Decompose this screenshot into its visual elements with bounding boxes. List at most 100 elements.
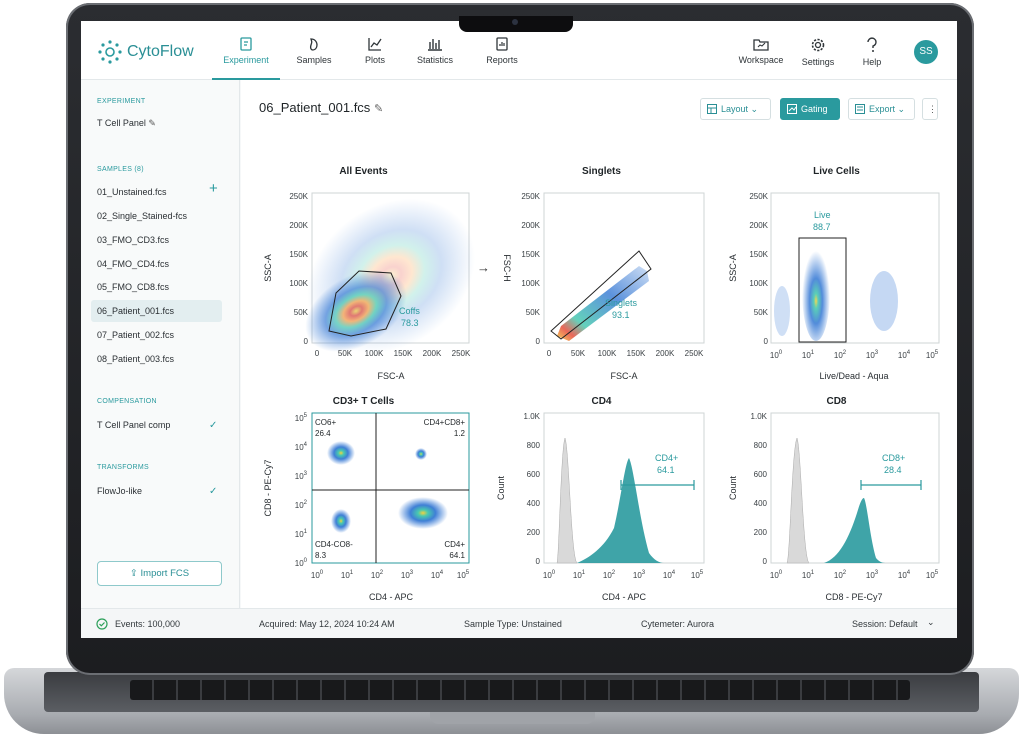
x-tick: 105 xyxy=(457,570,470,580)
more-options-button[interactable]: ⋮ xyxy=(922,98,938,120)
experiment-name-label: T Cell Panel xyxy=(97,118,146,128)
x-tick-exp: 5 xyxy=(935,570,939,576)
y-axis-label: Count xyxy=(728,476,738,501)
y-tick: 0 xyxy=(764,337,769,346)
quadrant-label-ur: CD4+CD8+ xyxy=(424,418,466,427)
x-axis-label: CD4 - APC xyxy=(602,592,647,602)
plot-cd8-histogram[interactable]: CD8 CD8+ 28.4 1.0K 800 600 400 200 0 xyxy=(724,396,949,606)
x-tick: 101 xyxy=(802,350,815,360)
transforms-heading: TRANSFORMS xyxy=(97,464,149,471)
x-tick: 104 xyxy=(431,570,444,580)
y-tick-exp: 5 xyxy=(304,413,308,419)
sample-item[interactable]: 07_Patient_002.fcs xyxy=(97,330,175,340)
plot-all-events[interactable]: All Events Coffs 78.3 250K 200K 150K 100… xyxy=(251,166,476,386)
sample-item[interactable]: 01_Unstained.fcs xyxy=(97,187,167,197)
pencil-icon[interactable]: ✎ xyxy=(148,118,156,128)
nav-tab-statistics[interactable]: Statistics xyxy=(401,35,469,80)
y-axis-label: SSC-A xyxy=(263,254,273,282)
sample-item[interactable]: 04_FMO_CD4.fcs xyxy=(97,259,170,269)
reports-icon xyxy=(496,37,508,51)
plots-icon xyxy=(368,38,382,51)
nav-tab-experiment[interactable]: Experiment xyxy=(212,35,280,80)
nav-workspace[interactable]: Workspace xyxy=(727,35,795,80)
y-tick: 101 xyxy=(295,529,308,539)
app-screen: CytoFlow Experiment Samples Plots Statis… xyxy=(81,21,957,638)
y-tick: 50K xyxy=(754,308,769,317)
compensation-heading: COMPENSATION xyxy=(97,398,157,405)
keyboard-keys xyxy=(130,680,910,700)
transforms-item[interactable]: FlowJo-like xyxy=(97,486,143,496)
plot-title: CD4 xyxy=(591,396,612,407)
plot-live-cells[interactable]: Live Cells Live 88.7 250K 200K 150K 100K xyxy=(724,166,949,386)
cd8-histogram[interactable]: CD8+ 28.4 1.0K 800 600 400 200 0 100 101… xyxy=(724,408,949,608)
chevron-down-icon[interactable]: ⌄ xyxy=(927,617,935,627)
y-tick-exp: 1 xyxy=(304,529,308,535)
live-cells-scatter[interactable]: Live 88.7 250K 200K 150K 100K 50K 0 100 … xyxy=(724,181,949,396)
x-tick: 101 xyxy=(573,570,586,580)
x-tick: 103 xyxy=(401,570,414,580)
arrow-right-icon: → xyxy=(477,260,490,275)
acquired-time: Acquired: May 12, 2024 10:24 AM xyxy=(259,619,395,629)
y-tick: 100 xyxy=(295,558,308,568)
gate-name: CD4+ xyxy=(655,453,678,463)
sample-item-selected[interactable]: 06_Patient_001.fcs xyxy=(91,300,222,322)
export-button[interactable]: Export ⌄ xyxy=(848,98,915,120)
x-tick-exp: 5 xyxy=(935,350,939,356)
status-bar: Events: 100,000 Acquired: May 12, 2024 1… xyxy=(81,608,957,638)
pencil-icon[interactable]: ✎ xyxy=(373,103,384,115)
x-tick-exp: 0 xyxy=(552,570,556,576)
x-tick: 103 xyxy=(633,570,646,580)
y-tick: 1.0K xyxy=(751,412,768,421)
session-selector[interactable]: Session: Default xyxy=(852,619,918,629)
gate-name: Live xyxy=(814,210,831,220)
x-tick: 200K xyxy=(423,349,442,358)
x-tick-exp: 2 xyxy=(843,570,847,576)
sample-item[interactable]: 08_Patient_003.fcs xyxy=(97,354,175,364)
layout-button[interactable]: Layout ⌄ xyxy=(700,98,771,120)
gating-button[interactable]: Gating xyxy=(780,98,840,120)
plot-title: CD8 xyxy=(826,396,847,407)
x-tick: 50K xyxy=(571,349,586,358)
plot-title: Live Cells xyxy=(813,166,860,177)
all-events-scatter[interactable]: Coffs 78.3 250K 200K 150K 100K 50K 0 0 5… xyxy=(251,181,476,396)
plot-cd4-histogram[interactable]: CD4 CD4+ 64.1 1.0K 800 600 400 200 0 xyxy=(489,396,714,606)
gate-value: 78.3 xyxy=(401,318,419,328)
compensation-item[interactable]: T Cell Panel comp xyxy=(97,420,171,430)
cd4-histogram[interactable]: CD4+ 64.1 1.0K 800 600 400 200 0 100 101… xyxy=(489,408,714,608)
sample-item[interactable]: 03_FMO_CD3.fcs xyxy=(97,235,170,245)
quadrant-value-ur: 1.2 xyxy=(454,429,466,438)
plot-cd3-t-cells[interactable]: CD3+ T Cells CO6+ 26.4 CD4+CD8+ 1.2 xyxy=(251,396,476,606)
gate-value: 64.1 xyxy=(657,465,675,475)
user-avatar[interactable]: SS xyxy=(914,40,938,64)
x-tick-exp: 3 xyxy=(410,570,414,576)
nav-tab-samples[interactable]: Samples xyxy=(280,35,348,80)
export-icon xyxy=(855,104,865,114)
nav-tab-reports[interactable]: Reports xyxy=(468,35,536,80)
x-tick: 104 xyxy=(898,350,911,360)
y-tick-exp: 0 xyxy=(304,558,308,564)
cd3-quadrant-scatter[interactable]: CO6+ 26.4 CD4+CD8+ 1.2 CD4-CO8- 8.3 CD4+… xyxy=(251,408,476,608)
x-axis-label: Live/Dead - Aqua xyxy=(819,371,888,381)
chevron-down-icon: ⌄ xyxy=(897,104,906,114)
x-tick-exp: 5 xyxy=(466,570,470,576)
x-tick-exp: 4 xyxy=(907,570,911,576)
experiment-name[interactable]: T Cell Panel ✎ xyxy=(91,112,222,134)
sample-item[interactable]: 05_FMO_CD8.fcs xyxy=(97,282,170,292)
x-tick-exp: 2 xyxy=(843,350,847,356)
x-tick-exp: 3 xyxy=(875,350,879,356)
y-tick: 100K xyxy=(289,279,308,288)
nav-settings[interactable]: Settings xyxy=(784,35,852,80)
x-tick: 0 xyxy=(315,349,320,358)
x-tick: 102 xyxy=(603,570,616,580)
nav-help[interactable]: Help xyxy=(838,35,906,80)
add-sample-icon[interactable]: + xyxy=(209,180,218,197)
nav-tab-plots[interactable]: Plots xyxy=(341,35,409,80)
singlets-scatter[interactable]: Singlets 93.1 250K 200K 150K 100K 50K 0 … xyxy=(489,181,714,396)
y-tick: 150K xyxy=(521,250,540,259)
y-axis-label: CD8 - PE-Cy7 xyxy=(263,459,273,516)
workspace-icon xyxy=(753,39,769,51)
import-fcs-button[interactable]: ⇪ Import FCS xyxy=(97,561,222,586)
sample-item[interactable]: 02_Single_Stained-fcs xyxy=(97,211,188,221)
plot-singlets[interactable]: Singlets Singlets 93.1 250K 200K 150K 10… xyxy=(489,166,714,386)
